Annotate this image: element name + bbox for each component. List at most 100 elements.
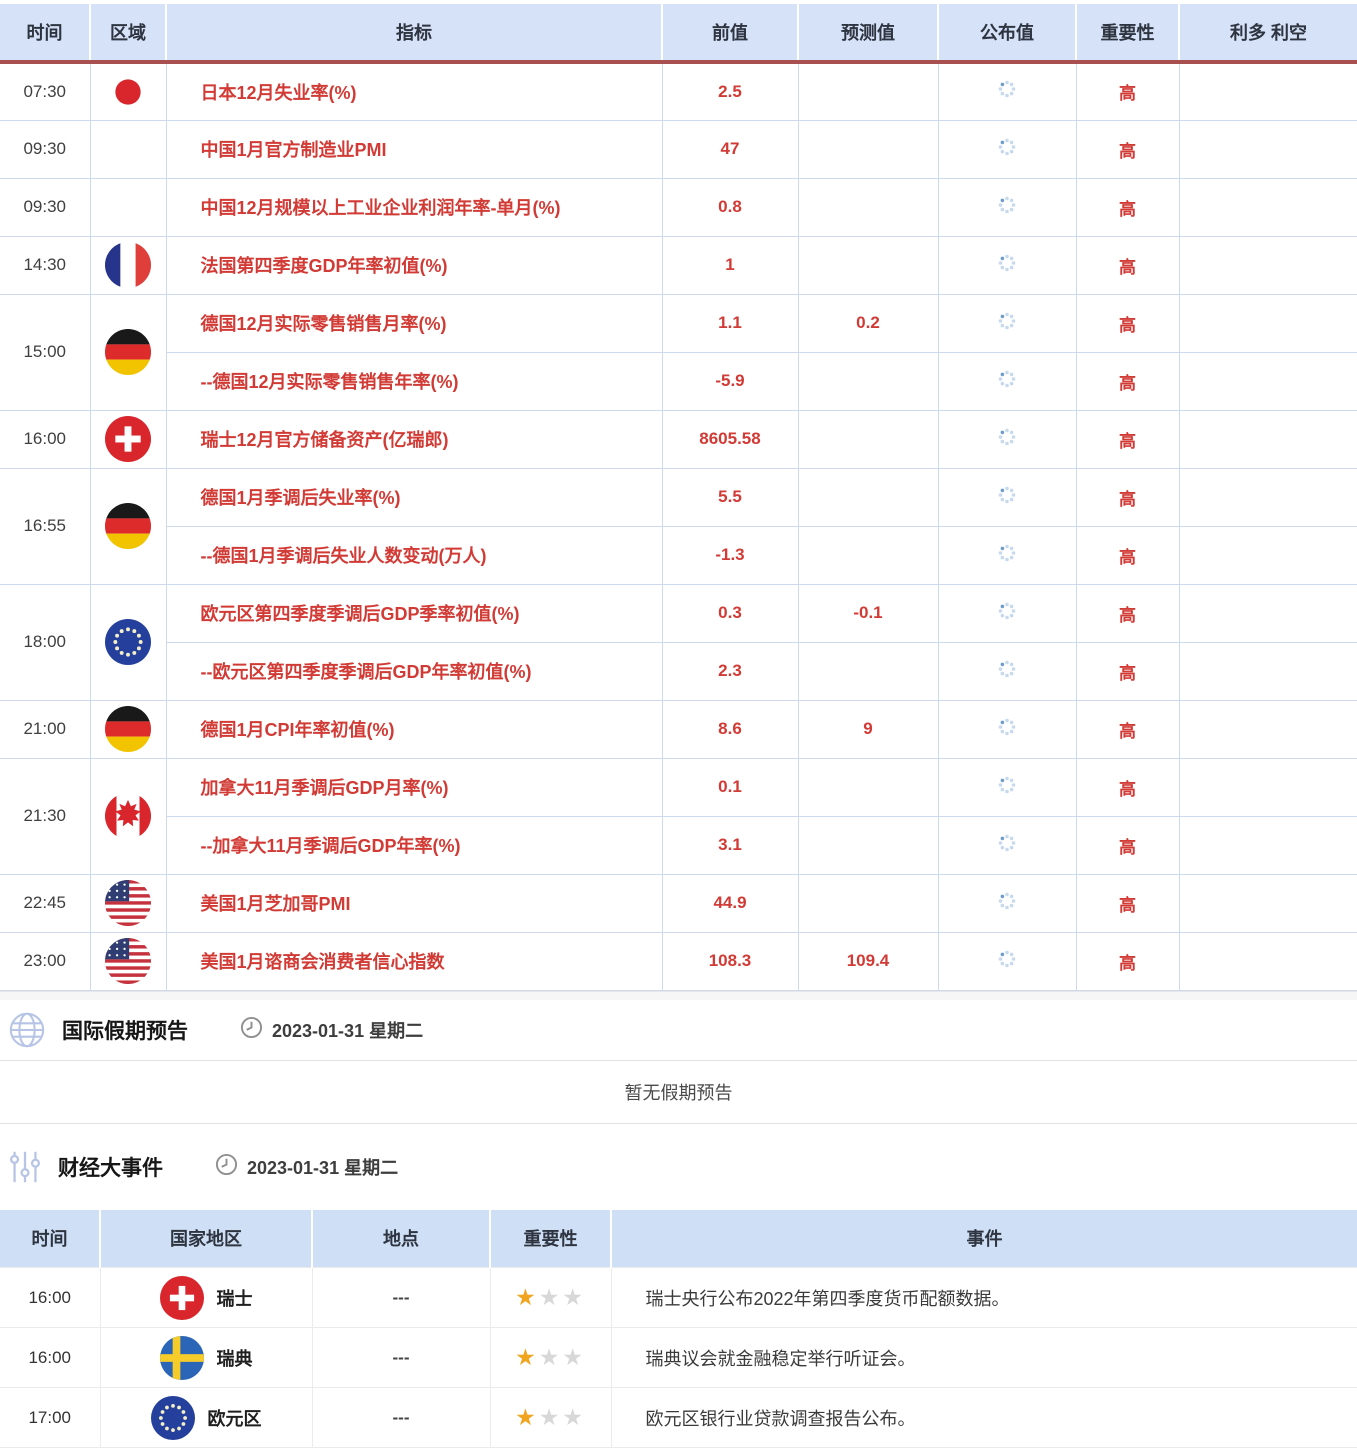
region-flag-cell — [89, 873, 167, 933]
indicator-name[interactable]: 欧元区第四季度季调后GDP季率初值(%) — [165, 583, 663, 643]
calendar-time: 07:30 — [0, 62, 91, 121]
header-country: 国家地区 — [100, 1209, 313, 1268]
indicator-name[interactable]: 加拿大11月季调后GDP月率(%) — [165, 757, 663, 817]
header-forecast: 预测值 — [798, 4, 939, 64]
events-header-row: 时间 国家地区 地点 重要性 事件 — [0, 1209, 1357, 1268]
holiday-section-date: 2023-01-31 星期二 — [240, 1016, 423, 1044]
header-importance: 重要性 — [490, 1209, 612, 1268]
indicator-name[interactable]: --德国12月实际零售销售年率(%) — [165, 351, 663, 411]
indicator-name[interactable]: --加拿大11月季调后GDP年率(%) — [165, 815, 663, 875]
previous-value: 44.9 — [661, 873, 799, 933]
indicator-name[interactable]: 瑞士12月官方储备资产(亿瑞郎) — [165, 409, 663, 469]
forecast-value — [797, 525, 939, 585]
indicator-name[interactable]: --欧元区第四季度季调后GDP年率初值(%) — [165, 641, 663, 701]
eu-flag-icon — [150, 1395, 195, 1440]
calendar-row: 07:30 日本12月失业率(%) 2.5 高 — [0, 62, 1357, 121]
previous-value: 0.8 — [661, 177, 799, 237]
indicator-name[interactable]: 美国1月芝加哥PMI — [165, 873, 663, 933]
indicator-name[interactable]: 德国1月CPI年率初值(%) — [165, 699, 663, 759]
calendar-header-row: 时间 区域 指标 前值 预测值 公布值 重要性 利多 利空 — [0, 4, 1357, 64]
previous-value: -5.9 — [661, 351, 799, 411]
forecast-value — [797, 757, 939, 817]
calendar-row: 16:55 德国1月季调后失业率(%) 5.5 高 — [0, 467, 1357, 585]
calendar-time: 09:30 — [0, 177, 91, 237]
bias-cell — [1178, 757, 1357, 817]
loading-spinner-icon — [998, 196, 1016, 213]
country-name: 欧元区 — [207, 1408, 262, 1429]
clock-icon — [240, 1016, 263, 1044]
economic-calendar-table: 时间 区域 指标 前值 预测值 公布值 重要性 利多 利空 07:30 日本12月… — [0, 4, 1357, 991]
japan-flag-icon — [105, 68, 151, 115]
germany-flag-icon — [105, 706, 151, 752]
header-bias: 利多 利空 — [1179, 4, 1357, 64]
forecast-value — [797, 351, 939, 411]
bias-cell — [1178, 641, 1357, 701]
calendar-row: 15:00 德国12月实际零售销售月率(%) 1.1 0.2 高 — [0, 293, 1357, 411]
forecast-value: 9 — [797, 699, 939, 759]
eu-flag-icon — [105, 619, 151, 665]
previous-value: 0.1 — [661, 757, 799, 817]
region-flag-cell — [89, 583, 167, 701]
event-country-cell: 欧元区 — [99, 1387, 313, 1448]
indicator-name[interactable]: 中国12月规模以上工业企业利润年率-单月(%) — [165, 177, 663, 237]
calendar-time: 14:30 — [0, 235, 91, 295]
indicator-name[interactable]: 日本12月失业率(%) — [165, 62, 663, 121]
calendar-time: 21:30 — [0, 757, 91, 875]
header-importance: 重要性 — [1076, 4, 1180, 64]
clock-icon — [215, 1153, 238, 1181]
loading-spinner-icon — [998, 486, 1016, 503]
header-time: 时间 — [0, 4, 91, 64]
events-section-title: 财经大事件 — [58, 1156, 163, 1180]
header-location: 地点 — [312, 1209, 491, 1268]
switzerland-flag-icon — [105, 416, 151, 462]
sliders-icon — [8, 1148, 42, 1186]
published-value-cell — [937, 525, 1077, 585]
previous-value: 8605.58 — [661, 409, 799, 469]
previous-value: 5.5 — [661, 467, 799, 527]
event-description: 瑞士央行公布2022年第四季度货币配额数据。 — [610, 1267, 1357, 1328]
previous-value: 2.3 — [661, 641, 799, 701]
star-icon: ★ — [538, 1344, 563, 1370]
calendar-time: 15:00 — [0, 293, 91, 411]
event-time: 17:00 — [0, 1387, 101, 1448]
region-flag-cell — [89, 235, 167, 295]
forecast-value — [797, 62, 939, 121]
indicator-name[interactable]: 美国1月谘商会消费者信心指数 — [165, 931, 663, 991]
switzerland-flag-icon — [159, 1275, 204, 1320]
holiday-empty-text: 暂无假期预告 — [624, 1082, 733, 1103]
bias-cell — [1178, 119, 1357, 179]
indicator-name[interactable]: 法国第四季度GDP年率初值(%) — [165, 235, 663, 295]
events-section-header: 财经大事件 2023-01-31 星期二 — [0, 1123, 1357, 1210]
calendar-row: 22:45 美国1月芝加哥PMI 44.9 高 — [0, 873, 1357, 933]
bias-cell — [1178, 467, 1357, 527]
calendar-time: 16:55 — [0, 467, 91, 585]
calendar-row: 09:30 中国1月官方制造业PMI 47 高 — [0, 119, 1357, 179]
header-published: 公布值 — [938, 4, 1077, 64]
loading-spinner-icon — [998, 370, 1016, 387]
indicator-name[interactable]: 中国1月官方制造业PMI — [165, 119, 663, 179]
star-icon: ★ — [562, 1344, 586, 1370]
importance-value: 高 — [1075, 815, 1180, 875]
published-value-cell — [937, 815, 1077, 875]
bias-cell — [1178, 931, 1357, 991]
loading-spinner-icon — [998, 892, 1016, 909]
loading-spinner-icon — [998, 950, 1016, 967]
header-indicator: 指标 — [166, 4, 663, 64]
bias-cell — [1178, 525, 1357, 585]
indicator-name[interactable]: 德国12月实际零售销售月率(%) — [165, 293, 663, 353]
forecast-value — [797, 815, 939, 875]
indicator-name[interactable]: 德国1月季调后失业率(%) — [165, 467, 663, 527]
previous-value: 108.3 — [661, 931, 799, 991]
us-flag-icon — [105, 938, 151, 984]
calendar-time: 21:00 — [0, 699, 91, 759]
event-importance-stars: ★★★ — [489, 1267, 612, 1328]
calendar-time: 16:00 — [0, 409, 91, 469]
bias-cell — [1178, 351, 1357, 411]
previous-value: 3.1 — [661, 815, 799, 875]
indicator-name[interactable]: --德国1月季调后失业人数变动(万人) — [165, 525, 663, 585]
forecast-value — [797, 177, 939, 237]
header-time: 时间 — [0, 1209, 101, 1268]
germany-flag-icon — [105, 503, 151, 549]
loading-spinner-icon — [998, 776, 1016, 793]
importance-value: 高 — [1075, 757, 1180, 817]
